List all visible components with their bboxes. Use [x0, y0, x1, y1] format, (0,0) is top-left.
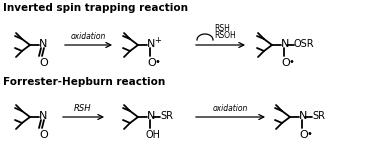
Text: •: • — [306, 129, 312, 139]
Text: N: N — [147, 111, 156, 121]
Text: Forrester-Hepburn reaction: Forrester-Hepburn reaction — [3, 77, 165, 87]
Text: O: O — [299, 130, 308, 140]
Text: •: • — [154, 57, 160, 67]
Text: N: N — [299, 111, 307, 121]
Text: oxidation: oxidation — [70, 32, 106, 41]
Text: OH: OH — [146, 130, 161, 140]
Text: N: N — [39, 111, 47, 121]
Text: oxidation: oxidation — [212, 104, 248, 113]
Text: N: N — [147, 39, 156, 49]
Text: O: O — [147, 58, 156, 68]
Text: •: • — [288, 57, 294, 67]
Text: N: N — [281, 39, 290, 49]
Text: N: N — [39, 39, 47, 49]
Text: SR: SR — [160, 111, 173, 121]
Text: O: O — [39, 58, 48, 68]
Text: O: O — [39, 130, 48, 140]
Text: Inverted spin trapping reaction: Inverted spin trapping reaction — [3, 3, 188, 13]
Text: OSR: OSR — [294, 39, 314, 49]
Text: +: + — [154, 35, 161, 45]
Text: O: O — [281, 58, 290, 68]
Text: SR: SR — [312, 111, 325, 121]
Text: RSOH: RSOH — [214, 31, 236, 40]
Text: RSH: RSH — [74, 104, 92, 113]
Text: RSH: RSH — [214, 24, 230, 33]
